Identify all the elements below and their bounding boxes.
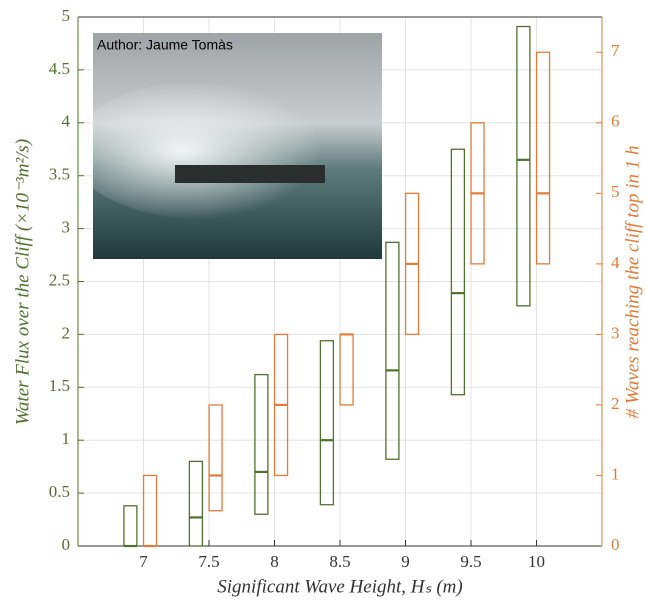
- y2-tick-label: 5: [611, 182, 620, 201]
- photo: Author: Jaume Tomàs: [70, 33, 382, 259]
- y-tick-label: 2: [62, 323, 71, 342]
- x-axis-label: Significant Wave Height, Hₛ (m): [217, 576, 462, 597]
- y-tick-label: 3.5: [49, 165, 70, 184]
- y2-tick-label: 6: [611, 112, 620, 131]
- y-tick-label: 4.5: [49, 59, 70, 78]
- photo-credit: Author: Jaume Tomàs: [97, 37, 233, 53]
- range-box: [319, 340, 335, 506]
- y2-tick-label: 4: [611, 253, 620, 272]
- y-tick-label: 0: [62, 535, 71, 554]
- range-box: [188, 460, 204, 547]
- y-tick-label: 3: [62, 218, 71, 237]
- y-tick-label: 1: [62, 429, 71, 448]
- x-tick-label: 10: [528, 552, 545, 571]
- y2-tick-label: 1: [611, 464, 620, 483]
- range-box: [208, 404, 223, 512]
- y2-axis-label: # Waves reaching the cliff top in 1 h: [622, 146, 643, 419]
- x-tick-label: 9.5: [460, 552, 481, 571]
- y-tick-label: 0.5: [49, 482, 70, 501]
- y2-tick-label: 7: [611, 41, 620, 60]
- range-box: [385, 241, 400, 460]
- y-tick-label: 1.5: [49, 376, 70, 395]
- range-box: [254, 373, 269, 515]
- y-axis-label: Water Flux over the Cliff (×10⁻³m²/s): [12, 139, 33, 425]
- range-box: [450, 148, 466, 396]
- x-tick-label: 9: [401, 552, 410, 571]
- y-tick-label: 5: [62, 6, 71, 25]
- y-tick-label: 4: [62, 112, 71, 131]
- y2-tick-label: 3: [611, 323, 620, 342]
- x-tick-label: 7.5: [198, 552, 219, 571]
- range-box: [142, 474, 158, 547]
- range-box: [123, 505, 138, 547]
- y2-tick-label: 0: [611, 535, 620, 554]
- range-box: [516, 25, 531, 307]
- x-tick-label: 8: [270, 552, 279, 571]
- x-tick-label: 8.5: [329, 552, 350, 571]
- range-box: [535, 51, 551, 265]
- y2-tick-label: 2: [611, 394, 620, 413]
- y-tick-label: 2.5: [49, 270, 70, 289]
- x-tick-label: 7: [139, 552, 148, 571]
- range-box: [339, 333, 354, 406]
